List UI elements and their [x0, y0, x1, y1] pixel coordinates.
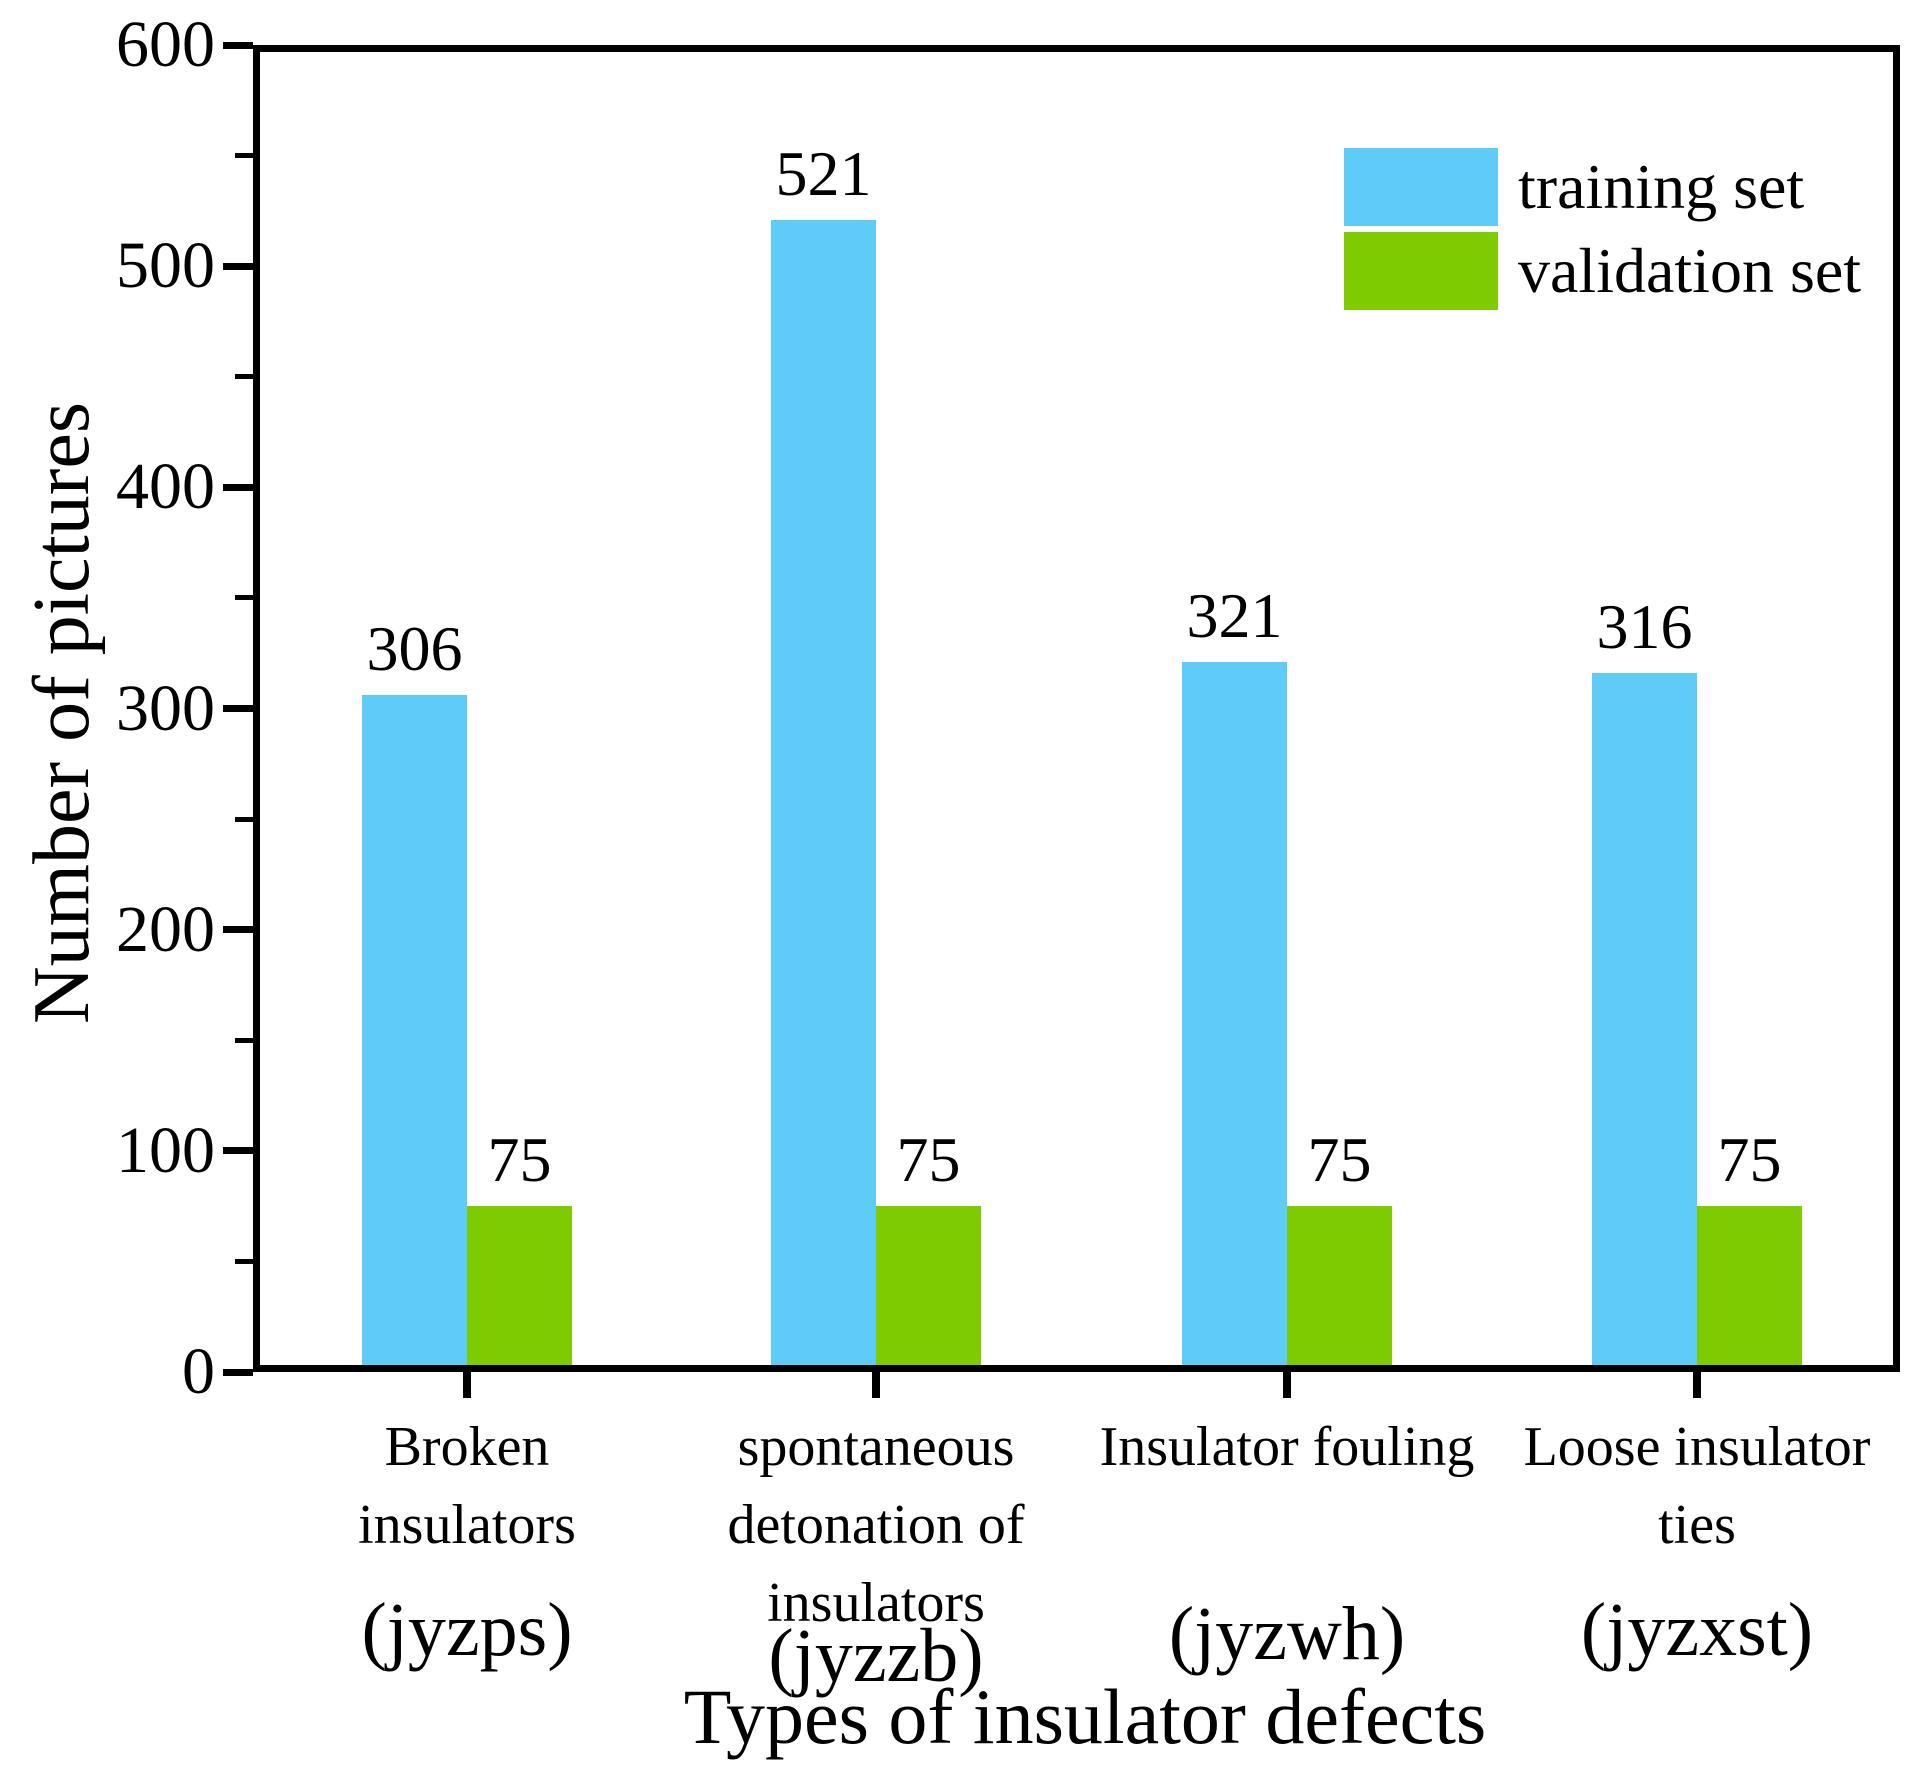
bar-training-set-jyzxst — [1592, 673, 1697, 1372]
x-category-label-line: spontaneous — [737, 1416, 1015, 1478]
x-axis-title: Types of insulator defects — [683, 1673, 1487, 1760]
x-category-label-line: Loose insulator — [1523, 1416, 1871, 1478]
legend-label-validation-set: validation set — [1518, 235, 1862, 306]
y-minor-tick — [235, 816, 253, 822]
x-category-label-line: ties — [1658, 1494, 1736, 1556]
bar-value-label: 316 — [1596, 591, 1693, 662]
y-minor-tick — [235, 595, 253, 601]
bar-value-label: 75 — [1717, 1124, 1782, 1195]
x-category-label: spontaneous detonation of insulators — [636, 1408, 1116, 1642]
bar-training-set-jyzps — [362, 695, 467, 1372]
bar-value-label: 75 — [487, 1124, 552, 1195]
x-category-code-label: (jyzwh) — [1168, 1592, 1406, 1676]
x-category-tick — [872, 1372, 880, 1398]
y-major-tick — [223, 41, 253, 49]
x-category-label: Broken insulators — [227, 1408, 707, 1564]
x-category-label-line: insulators — [358, 1494, 576, 1556]
y-major-tick — [223, 483, 253, 491]
x-category-tick — [1283, 1372, 1291, 1398]
y-major-tick — [223, 1147, 253, 1155]
y-major-tick — [223, 1368, 253, 1376]
x-category-label: Insulator fouling — [1047, 1408, 1527, 1486]
bar-value-label: 75 — [1307, 1124, 1372, 1195]
plot-area: 306 521 321 316 75 75 75 75 — [253, 45, 1900, 1372]
bar-validation-set-jyzxst — [1697, 1206, 1802, 1372]
y-tick-label: 100 — [116, 1113, 215, 1187]
x-category-tick — [1693, 1372, 1701, 1398]
y-tick-label: 0 — [182, 1335, 215, 1408]
y-minor-tick — [235, 1037, 253, 1043]
legend-swatch-validation-set — [1344, 232, 1498, 310]
bar-value-label: 321 — [1186, 580, 1283, 651]
y-major-tick — [223, 926, 253, 934]
x-category-label-line: insulators — [767, 1572, 985, 1634]
y-tick-label: 300 — [116, 671, 215, 745]
x-category-label-line: detonation of — [727, 1494, 1025, 1556]
legend-swatch-training-set — [1344, 148, 1498, 226]
y-tick-label: 400 — [116, 450, 215, 524]
legend-label-training-set: training set — [1518, 151, 1805, 222]
x-category-code-label: (jyzxst) — [1580, 1588, 1814, 1672]
y-minor-tick — [235, 1258, 253, 1264]
bar-validation-set-jyzps — [467, 1206, 572, 1372]
y-minor-tick — [235, 153, 253, 159]
bar-value-label: 306 — [366, 613, 463, 684]
bar-training-set-jyzzb — [771, 220, 876, 1372]
y-tick-label: 500 — [116, 229, 215, 303]
x-category-code-label: (jyzps) — [361, 1588, 573, 1672]
x-category-code-label: (jyzzb) — [768, 1614, 984, 1698]
x-category-tick — [463, 1372, 471, 1398]
bar-value-label: 521 — [775, 138, 872, 209]
x-category-label-line: Insulator fouling — [1099, 1416, 1475, 1478]
y-major-tick — [223, 705, 253, 712]
x-category-label-line: Broken — [384, 1416, 550, 1478]
y-minor-tick — [235, 374, 253, 380]
y-tick-label: 600 — [116, 8, 215, 81]
bar-training-set-jyzwh — [1182, 662, 1287, 1372]
x-category-label: Loose insulator ties — [1457, 1408, 1929, 1564]
y-tick-label: 200 — [116, 892, 215, 966]
bar-value-label: 75 — [896, 1124, 961, 1195]
bar-validation-set-jyzwh — [1287, 1206, 1392, 1372]
y-major-tick — [223, 262, 253, 270]
bar-validation-set-jyzzb — [876, 1206, 981, 1372]
